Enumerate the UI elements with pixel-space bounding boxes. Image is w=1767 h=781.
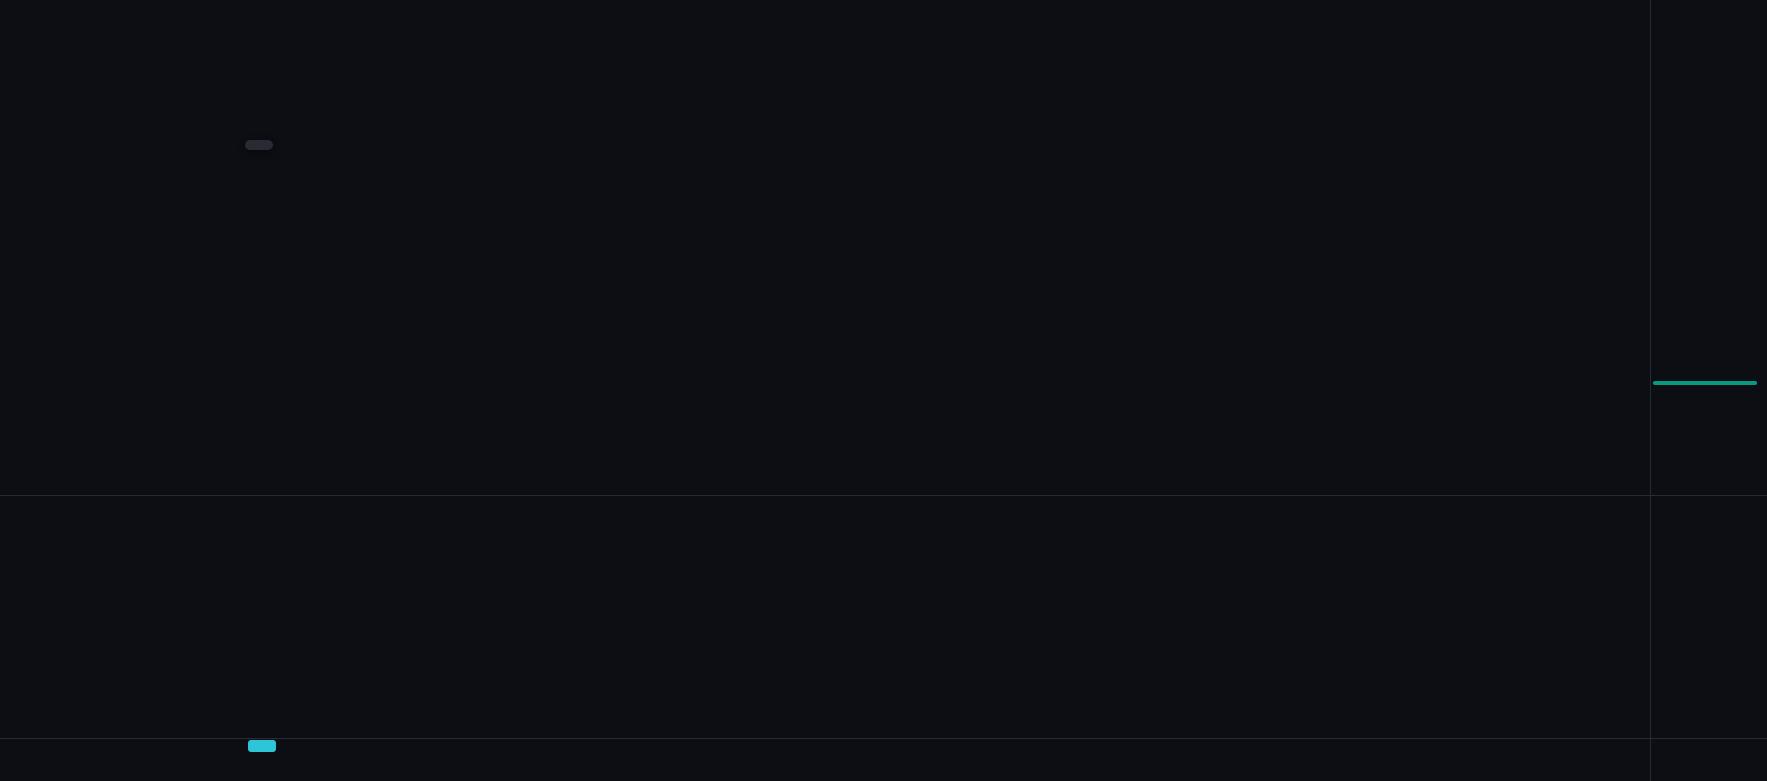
time-axis-separator: [0, 738, 1767, 739]
last-price-badge: [1653, 381, 1757, 385]
pane-separator[interactable]: [0, 495, 1767, 496]
price-axis-separator: [1650, 0, 1651, 781]
crosshair-date-badge: [248, 740, 276, 752]
symbol-header[interactable]: [14, 13, 78, 31]
macd-legend[interactable]: [14, 503, 56, 520]
measure-tooltip: [245, 140, 273, 150]
